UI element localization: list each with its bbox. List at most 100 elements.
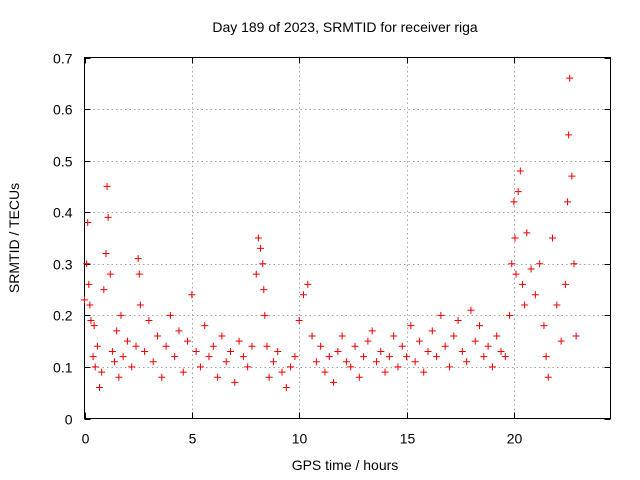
data-point <box>317 342 325 350</box>
data-point <box>549 234 557 242</box>
data-point <box>521 301 529 309</box>
x-tick-label: 10 <box>292 431 308 447</box>
x-axis-label: GPS time / hours <box>292 457 399 473</box>
data-point <box>166 311 174 319</box>
data-point <box>564 198 572 206</box>
y-axis-label: SRMTID / TECUs <box>6 183 22 293</box>
data-point <box>282 384 290 392</box>
data-point <box>218 332 226 340</box>
data-point <box>103 182 111 190</box>
data-point <box>572 332 580 340</box>
data-point <box>196 363 204 371</box>
y-tick-label: 0 <box>65 412 73 428</box>
data-point <box>308 332 316 340</box>
data-point <box>557 337 565 345</box>
y-tick-label: 0.2 <box>53 308 73 324</box>
data-point <box>135 270 143 278</box>
data-point <box>347 363 355 371</box>
data-point <box>381 368 389 376</box>
data-point <box>304 280 312 288</box>
data-point <box>445 363 453 371</box>
y-tick-label: 0.6 <box>53 102 73 118</box>
data-point <box>368 327 376 335</box>
data-point <box>355 373 363 381</box>
data-point <box>299 291 307 299</box>
data-point <box>254 234 262 242</box>
data-point <box>441 342 449 350</box>
data-point <box>145 317 153 325</box>
data-point <box>235 337 243 345</box>
data-point <box>226 347 234 355</box>
data-point <box>536 260 544 268</box>
data-point <box>325 353 333 361</box>
data-point <box>192 347 200 355</box>
data-point <box>542 353 550 361</box>
data-point <box>321 368 329 376</box>
data-point <box>117 311 125 319</box>
data-point <box>565 131 573 139</box>
x-tick-label: 20 <box>507 431 523 447</box>
chart-title: Day 189 of 2023, SRMTID for receiver rig… <box>212 19 478 35</box>
data-point <box>134 255 142 263</box>
data-point <box>561 280 569 288</box>
data-point <box>84 219 92 227</box>
data-point <box>484 342 492 350</box>
data-point <box>360 353 368 361</box>
data-point <box>390 332 398 340</box>
data-point <box>411 358 419 366</box>
axis-ticks <box>84 57 611 420</box>
data-point <box>403 353 411 361</box>
data-point <box>115 373 123 381</box>
data-point <box>428 327 436 335</box>
data-point <box>98 368 106 376</box>
data-point <box>113 327 121 335</box>
data-point <box>205 353 213 361</box>
data-point <box>544 373 552 381</box>
data-point <box>342 358 350 366</box>
data-point <box>437 311 445 319</box>
data-point <box>497 347 505 355</box>
y-tick-label: 0.3 <box>53 257 73 273</box>
data-point <box>488 363 496 371</box>
x-tick-label: 15 <box>400 431 416 447</box>
data-point <box>149 358 157 366</box>
plot-frame <box>84 57 611 419</box>
data-point <box>128 363 136 371</box>
data-point <box>85 280 93 288</box>
data-point <box>259 260 267 268</box>
y-tick-label: 0.1 <box>53 360 73 376</box>
data-point <box>508 260 516 268</box>
data-point <box>377 347 385 355</box>
data-point <box>334 347 342 355</box>
data-point <box>201 322 209 330</box>
data-point <box>407 322 415 330</box>
data-point <box>90 322 98 330</box>
x-tick-label: 5 <box>189 431 197 447</box>
data-point <box>91 363 99 371</box>
data-point <box>312 358 320 366</box>
data-point <box>471 337 479 345</box>
data-point <box>132 342 140 350</box>
data-point <box>248 342 256 350</box>
data-point <box>415 337 423 345</box>
data-point <box>214 373 222 381</box>
data-point <box>274 347 282 355</box>
data-point <box>188 291 196 299</box>
y-tick-label: 0.7 <box>53 51 73 67</box>
data-point <box>252 270 260 278</box>
data-point <box>506 311 514 319</box>
data-point <box>86 301 94 309</box>
data-point <box>372 358 380 366</box>
data-point <box>512 270 520 278</box>
data-point <box>104 213 112 221</box>
data-point <box>209 342 217 350</box>
data-point <box>179 368 187 376</box>
data-point <box>153 332 161 340</box>
data-point <box>518 280 526 288</box>
data-point <box>265 373 273 381</box>
data-point <box>269 358 277 366</box>
data-point <box>476 322 484 330</box>
data-point <box>231 378 239 386</box>
